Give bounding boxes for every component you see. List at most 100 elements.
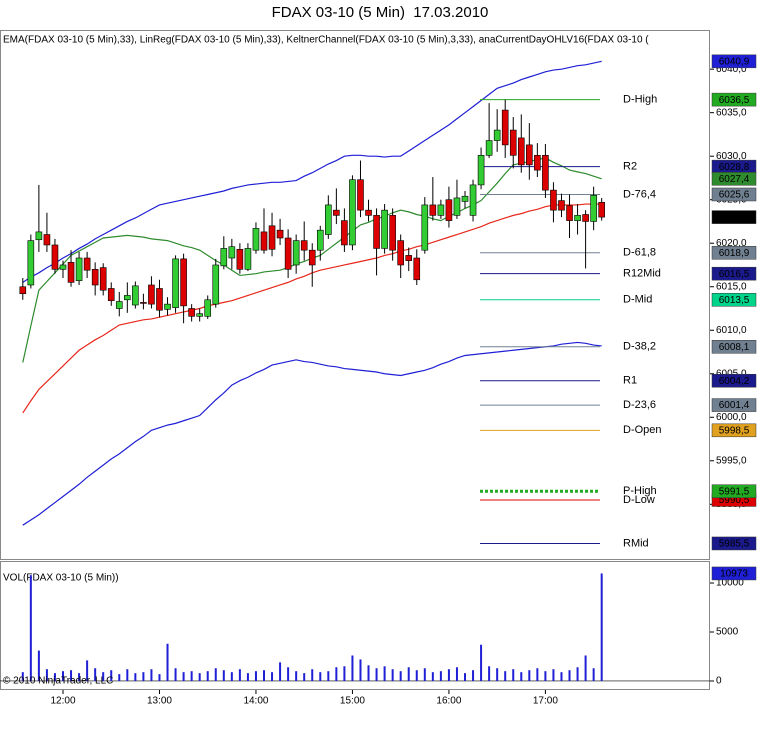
axis-value-label: 5998,5 (719, 425, 750, 436)
volume-bar (351, 655, 354, 681)
candle-body (59, 264, 67, 270)
volume-bar (150, 669, 153, 681)
volume-bar (166, 643, 169, 681)
level-label: D-High (623, 94, 657, 106)
axis-value-label: 6001,4 (719, 400, 750, 411)
level-label: RMid (623, 537, 649, 549)
candle-body (429, 204, 437, 216)
candle-body (574, 215, 581, 221)
axis-value-box (711, 210, 757, 224)
volume-bar (21, 672, 24, 681)
volume-bar (568, 670, 571, 681)
candle-body (381, 209, 388, 249)
axis-value-box (711, 566, 757, 581)
candle-body (19, 286, 27, 294)
volume-bar (37, 650, 40, 681)
candle-body (43, 234, 51, 246)
copyright: © 2010 NinjaTrader, LLC (3, 676, 113, 687)
volume-bar (70, 670, 73, 681)
candle-body (220, 248, 228, 267)
axis-value-box (711, 187, 757, 202)
volume-bar (102, 672, 105, 681)
candle-body (51, 244, 59, 270)
candle-body (598, 202, 605, 218)
level-label: D-76,4 (623, 188, 656, 200)
y-tick-label: 6030,0 (716, 151, 747, 162)
axis-value-label: 6004,2 (719, 376, 750, 387)
candle-body (413, 257, 421, 281)
level-label: R12Mid (623, 268, 661, 280)
level-label: D-38,2 (623, 341, 656, 353)
y-tick-label: 6035,0 (716, 107, 747, 118)
volume-bar (399, 671, 402, 681)
axis-value-box (711, 340, 757, 354)
level-label: D-Mid (623, 294, 652, 306)
volume-bar (295, 671, 298, 681)
volume-plot: VOL(FDAX 03-10 (5 Min)) (0, 573, 710, 682)
level-label: D-Low (623, 494, 655, 506)
candle-body (132, 285, 139, 306)
candle-body (485, 140, 493, 156)
candle-body (357, 179, 364, 211)
level-label: P-High (623, 485, 657, 497)
y-tick-label: 6005,0 (716, 368, 747, 379)
candle-body (188, 308, 195, 317)
candle-body (509, 129, 517, 156)
volume-bar (335, 667, 338, 681)
volume-bar (584, 655, 587, 681)
axis-value-label: 5985,5 (719, 539, 750, 550)
candle-body (365, 209, 372, 216)
y-tick-label: 6015,0 (716, 281, 747, 292)
volume-bar (110, 670, 113, 681)
axis-value-box (711, 293, 757, 307)
chart-title: FDAX 03-10 (5 Min) 17.03.2010 (272, 4, 489, 21)
candle-body (453, 197, 461, 216)
axis-value-label: 10973 (720, 569, 748, 580)
volume-bar (528, 670, 531, 681)
candle-body (115, 301, 123, 309)
axis-value-box (711, 373, 757, 388)
candle-body (107, 288, 115, 301)
axis-value-box (711, 54, 757, 69)
axis-value-box (711, 92, 757, 107)
volume-bar (367, 665, 370, 681)
axis-value-label: 6013,5 (719, 295, 750, 306)
y-tick-label: 5000 (716, 627, 739, 638)
candle-body (156, 288, 163, 311)
volume-bar (431, 672, 434, 681)
candle-body (228, 246, 236, 259)
level-label: D-61,8 (623, 247, 656, 259)
volume-bar (480, 644, 483, 681)
volume-bar (214, 668, 217, 681)
volume-bar (222, 670, 225, 681)
candle-body (333, 209, 340, 216)
volume-bar (600, 573, 603, 681)
candle-body (260, 231, 268, 251)
candle-body (389, 215, 396, 251)
axis-value-label: 6008,1 (719, 342, 750, 353)
candle-body (566, 205, 573, 221)
x-tick-label: 16:00 (436, 696, 461, 707)
volume-bar (472, 670, 475, 681)
volume-bar (423, 668, 426, 681)
candle-body (204, 299, 212, 317)
candle-body (397, 240, 404, 266)
candle-body (373, 215, 380, 249)
y-tick-label: 6020,0 (716, 238, 747, 249)
level-label: R2 (623, 161, 637, 173)
axis-value-box (711, 536, 757, 551)
candle-body (35, 231, 43, 241)
candle-body (349, 179, 356, 246)
y-tick-label: 6010,0 (716, 325, 747, 336)
volume-bar (407, 667, 410, 681)
volume-bar (182, 672, 185, 681)
candle-body (437, 204, 445, 216)
y-tick-label: 6040,0 (716, 64, 747, 75)
volume-bar (190, 671, 193, 681)
candle-body (517, 137, 525, 166)
volume-bar (520, 672, 523, 681)
x-tick-label: 17:00 (533, 696, 558, 707)
x-tick-label: 12:00 (50, 696, 75, 707)
